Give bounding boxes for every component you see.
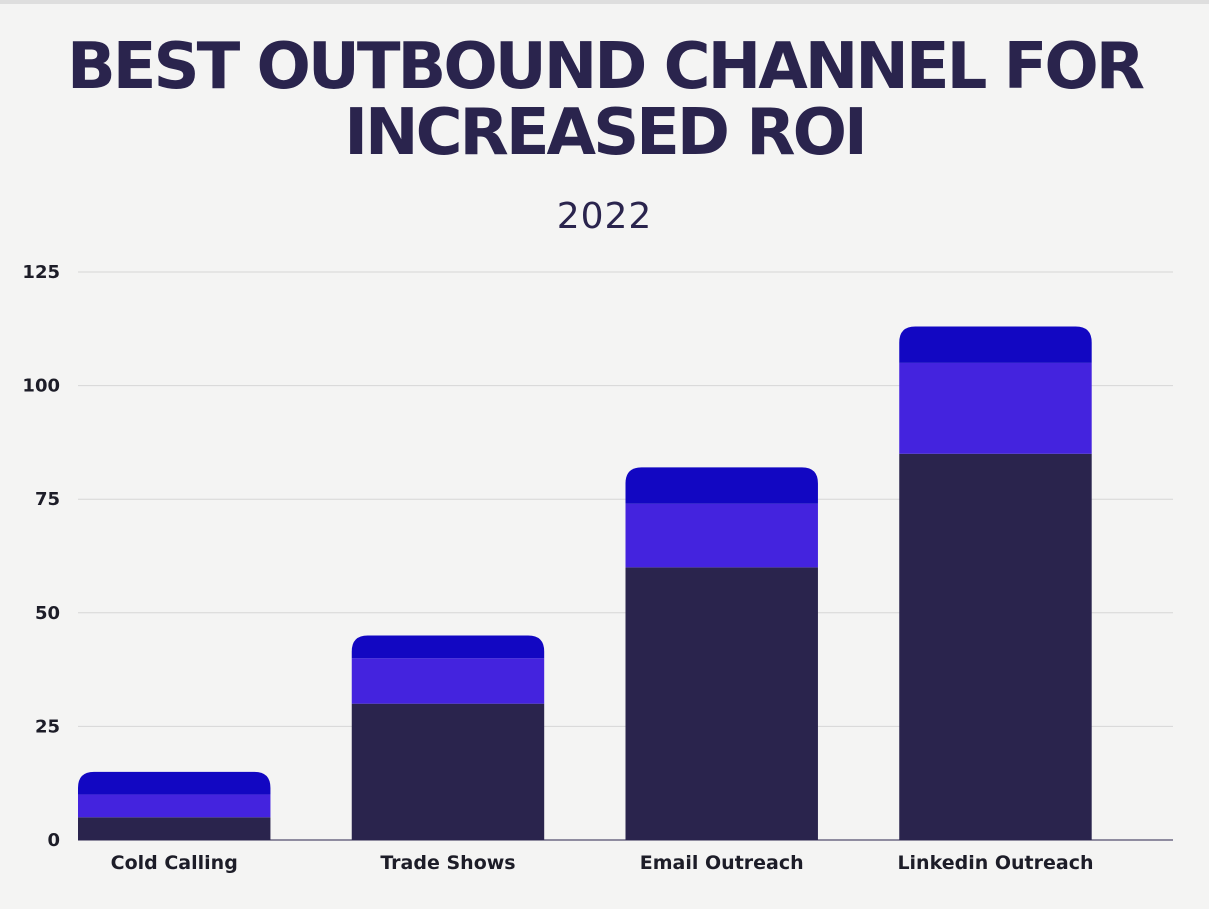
x-category-label: Linkedin Outreach xyxy=(897,852,1093,874)
y-tick-label: 100 xyxy=(22,376,60,397)
y-tick-label: 75 xyxy=(35,489,60,510)
bar-segment-cold-calling-1 xyxy=(78,817,271,840)
bar-segment-trade-shows-1 xyxy=(351,703,545,840)
chart-title-line-2: INCREASED ROI xyxy=(344,96,868,170)
x-category-label: Email Outreach xyxy=(640,852,804,874)
x-axis-labels: Cold Calling Trade Shows Email Outreach Lin… xyxy=(111,852,1094,874)
bar-segment-email-outreach-3 xyxy=(625,467,818,504)
bar-segment-trade-shows-2 xyxy=(351,658,545,704)
bar-segment-linkedin-outreach-1 xyxy=(899,453,1092,840)
chart-title: BEST OUTBOUND CHANNEL FOR INCREASED ROI xyxy=(0,34,1209,166)
y-tick-label: 25 xyxy=(35,716,60,737)
bar-segment-email-outreach-2 xyxy=(625,503,818,568)
chart-subtitle: 2022 xyxy=(556,196,653,237)
bar-segment-linkedin-outreach-2 xyxy=(899,362,1092,454)
bar-segment-cold-calling-2 xyxy=(78,794,271,818)
bar-segment-trade-shows-3 xyxy=(351,635,545,659)
y-tick-label: 125 xyxy=(22,262,60,283)
x-category-label: Trade Shows xyxy=(380,852,515,874)
bar-segment-email-outreach-1 xyxy=(625,567,818,840)
bar-segment-cold-calling-3 xyxy=(78,771,271,795)
bars xyxy=(78,326,1092,840)
bar-segment-linkedin-outreach-3 xyxy=(899,326,1092,363)
top-border-strip xyxy=(0,0,1209,4)
y-tick-label: 0 xyxy=(47,830,60,851)
y-tick-label: 50 xyxy=(35,603,60,624)
chart-title-line-1: BEST OUTBOUND CHANNEL FOR xyxy=(66,30,1145,104)
x-category-label: Cold Calling xyxy=(111,852,238,874)
